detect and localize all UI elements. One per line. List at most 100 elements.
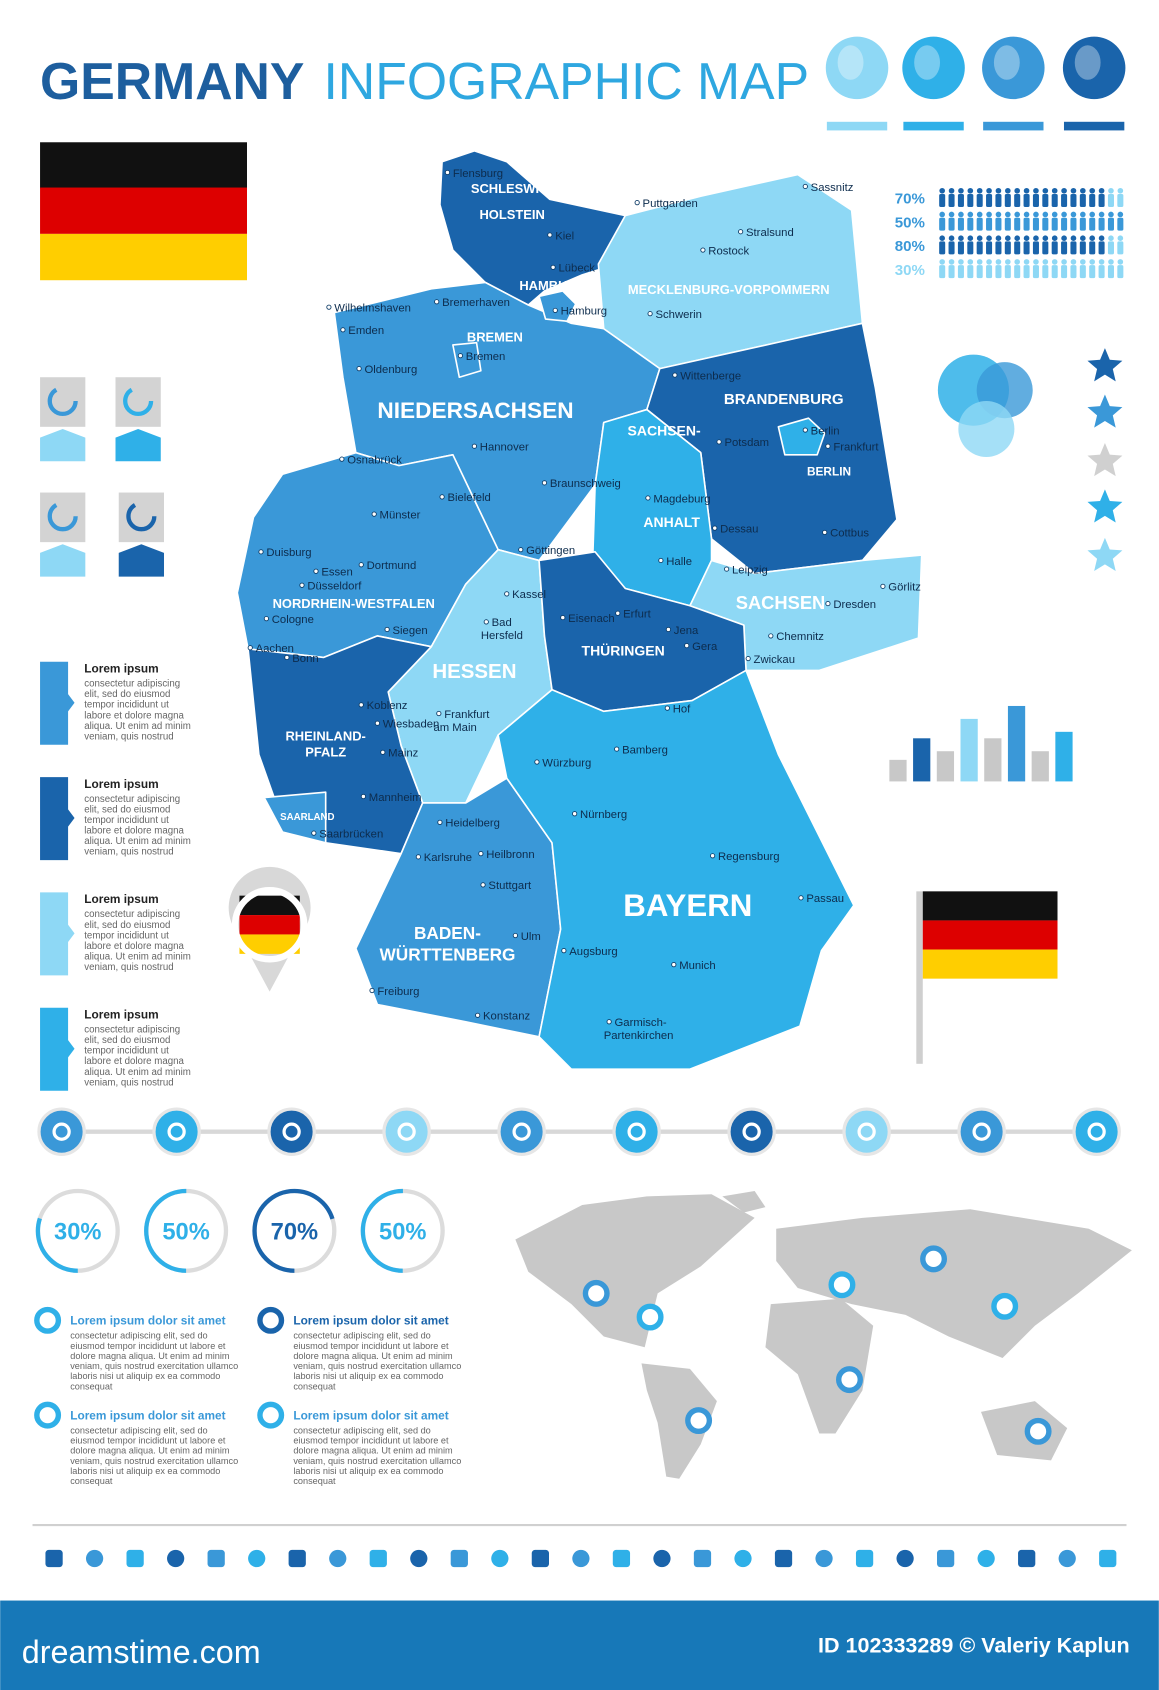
continent [722, 1190, 766, 1213]
city-dot [311, 830, 317, 836]
person-body [1089, 265, 1096, 279]
note-text: consectetur adipiscing elit, sed do [293, 1425, 430, 1435]
small-icon [369, 1549, 387, 1568]
person-head [976, 211, 983, 218]
person-head [967, 211, 974, 218]
city-label: Jena [674, 625, 699, 637]
city-dot [825, 443, 831, 449]
globe-bar [903, 121, 964, 131]
city-dot [437, 819, 443, 825]
person-head [986, 187, 992, 194]
city-label: Chemnitz [776, 631, 824, 643]
small-icon [815, 1549, 833, 1568]
city-label: Konstanz [483, 1011, 530, 1023]
note-dot [257, 1306, 285, 1334]
state-label: HAMBURG [519, 278, 586, 293]
icon-glyph [742, 1122, 761, 1141]
person-body [995, 265, 1002, 279]
city-label: Potsdam [724, 437, 769, 449]
note-title: Lorem ipsum dolor sit amet [293, 1408, 448, 1422]
person-head [1014, 235, 1020, 241]
person-head [1117, 211, 1124, 218]
continent [765, 1298, 874, 1434]
note-text: eiusmod tempor incididunt ut labore et [70, 1436, 226, 1446]
person-head [1070, 259, 1077, 265]
city-label: Düsseldorf [307, 581, 362, 593]
person-body [976, 265, 983, 279]
icon-glyph [972, 1122, 991, 1141]
city-label: Schwerin [655, 309, 701, 321]
person-head [1033, 259, 1039, 265]
person-body [1089, 241, 1096, 255]
small-icon [288, 1549, 306, 1568]
person-head [1080, 259, 1086, 265]
city-dot [825, 600, 831, 607]
city-dot [606, 1019, 612, 1025]
city-dot [745, 655, 751, 662]
world-marker [1024, 1417, 1052, 1445]
small-icon [167, 1549, 185, 1568]
person-head [986, 235, 992, 241]
block-text: veniam, quis nostrud [84, 1077, 173, 1088]
city-dot [258, 549, 264, 555]
city-label: Berlin [811, 425, 840, 437]
city-dot [299, 582, 305, 588]
city-label: Ulm [521, 931, 541, 943]
toggle-top [118, 492, 165, 543]
person-head [1108, 211, 1114, 218]
city-dot [247, 645, 253, 651]
footer-bar [0, 1600, 1159, 1690]
city-label: Gera [692, 641, 718, 653]
state-label: RHEINLAND- [285, 728, 365, 743]
city-label: Wittenberge [680, 370, 741, 382]
city-label: Braunschweig [550, 478, 621, 490]
note-text: laboris nisi ut aliquip ex ea commodo [70, 1466, 220, 1476]
pin-flag-mask [231, 887, 308, 963]
city-dot [263, 616, 269, 622]
city-label: Lübeck [558, 263, 595, 275]
city-dot [672, 372, 678, 378]
person-body [1014, 241, 1021, 255]
pin-flag-band [239, 915, 300, 935]
block-bar [40, 892, 75, 976]
icon-circle [382, 1107, 431, 1156]
person-body [1014, 194, 1021, 207]
person-head [1089, 259, 1096, 265]
state-label: MECKLENBURG-VORPOMMERN [628, 282, 830, 297]
note-text: consectetur adipiscing elit, sed do [70, 1425, 207, 1435]
city-dot [360, 793, 366, 800]
person-body [986, 217, 993, 231]
city-dot [724, 566, 730, 572]
block-text: elit, sed do eiusmod [84, 689, 170, 700]
city-label: Göttingen [526, 545, 575, 557]
note-title: Lorem ipsum dolor sit amet [293, 1314, 448, 1328]
city-label: Cologne [272, 614, 314, 626]
person-body [1042, 241, 1049, 255]
ring-label: 50% [162, 1219, 209, 1245]
person-body [1061, 217, 1068, 231]
deco-bar [984, 738, 1002, 782]
person-body [1004, 241, 1011, 255]
city-dot [436, 710, 442, 717]
city-label: Mainz [388, 748, 418, 760]
city-label: Stuttgart [488, 880, 532, 892]
city-label: Koblenz [367, 700, 408, 712]
city-label: Zwickau [754, 654, 795, 666]
city-label: Erfurt [623, 609, 651, 621]
icon-circle [497, 1107, 546, 1156]
small-icon [734, 1549, 752, 1568]
city-label: Eisenach [568, 613, 614, 625]
city-dot [483, 619, 489, 625]
pin-flag-band [239, 934, 300, 954]
ring-label: 50% [379, 1219, 426, 1245]
city-label: Flensburg [453, 168, 503, 180]
block-bar [40, 777, 75, 861]
person-head [1080, 211, 1086, 218]
city-label: Dresden [833, 599, 876, 611]
person-head [1070, 235, 1077, 241]
person-head [1108, 259, 1114, 265]
city-dot [326, 304, 332, 310]
person-body [1014, 217, 1021, 231]
person-body [948, 194, 955, 207]
city-label: Frankfurt [444, 709, 490, 721]
